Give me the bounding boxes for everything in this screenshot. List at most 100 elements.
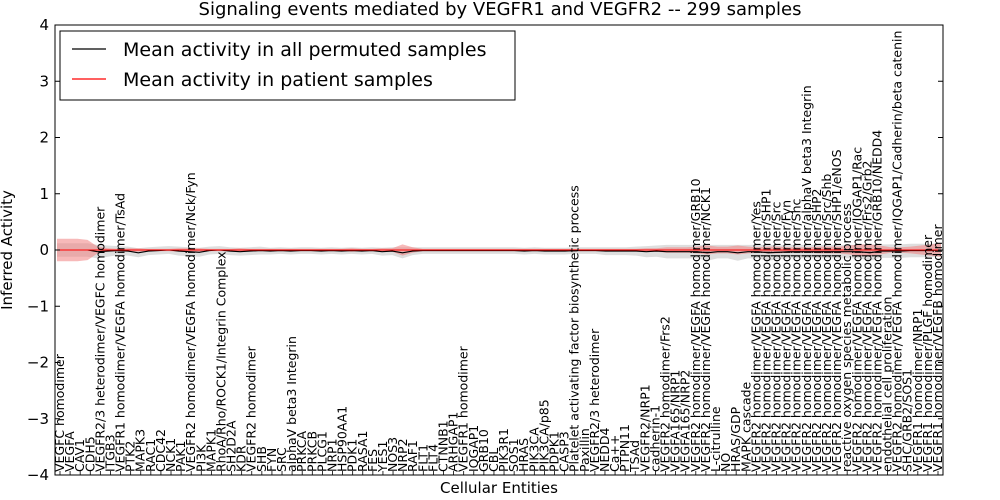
category-label: NCK1 — [163, 438, 178, 472]
category-label: SRC — [274, 447, 289, 472]
category-label: NRP1 — [325, 438, 340, 472]
category-label: ITGB3 — [103, 434, 118, 472]
category-label: PIK3CA — [526, 427, 541, 472]
category-label: SHC/GRB2/SOS1 — [900, 369, 915, 472]
y-tick-label: 3 — [39, 72, 49, 90]
category-label: VEGFR2 homodimer — [244, 345, 259, 472]
category-label: VEGFR1 homodimer/PLGF homodimer — [920, 234, 935, 472]
chart-title: Signaling events mediated by VEGFR1 and … — [199, 0, 802, 20]
category-label: PDPK1 — [547, 431, 562, 472]
category-label: FES — [365, 449, 380, 472]
category-label: VEGFR2 homodimer/VEGFA homodimer/GRB10/N… — [869, 130, 884, 472]
category-label: VEGFR2 homodimer/Frs2 — [658, 316, 673, 472]
category-label: PRKCA — [294, 431, 309, 472]
legend: Mean activity in all permuted samples Me… — [59, 30, 516, 101]
category-label: KDR — [234, 445, 249, 472]
category-label: VEGFR2 homodimer/VEGFA homodimer/alphaV … — [799, 85, 814, 472]
category-label: CTNNB1 — [436, 420, 451, 472]
category-label: L-citrulline — [708, 406, 723, 472]
category-label: PIK3CA/p85 — [536, 399, 551, 472]
category-label: VEGFA — [62, 431, 77, 472]
legend-label-patient: Mean activity in patient samples — [123, 69, 433, 91]
category-label: FYN — [264, 448, 279, 472]
category-label: CAV1 — [72, 439, 87, 472]
category-label: VEGFR2 homodimer/VEGFA homodimer/Nck/Fyn — [183, 172, 198, 472]
category-label: VEGFA165/NRP2 — [678, 370, 693, 472]
category-label: VEGFR2 homodimer/VEGFA homodimer/Frs2/Gr… — [859, 161, 874, 473]
category-label: MAPK cascade — [738, 381, 753, 472]
category-label: VEGFR2 homodimer/VEGFA homodimer/NCK1 — [698, 187, 713, 472]
category-label: VEGFR2 homodimer/VEGFA homodimer/IQGAP1/… — [890, 31, 905, 472]
category-label: CASP3 — [557, 431, 572, 472]
category-label: NRP2 — [395, 438, 410, 472]
y-tick-label: 1 — [39, 185, 49, 203]
category-label: PRKCB — [304, 431, 319, 472]
category-label: HRAS/GDP — [728, 406, 743, 472]
category-label: alphaV beta3 Integrin — [284, 336, 299, 472]
category-label: MAPK1 — [203, 429, 218, 472]
category-label: cadherin-1 — [647, 405, 662, 472]
category-label: ARHGAP1 — [446, 412, 461, 472]
category-label: VEGFC homodimer — [52, 353, 67, 472]
category-label: NOS3 — [385, 437, 400, 472]
category-label: Platelet activating factor biosynthetic … — [567, 185, 582, 472]
category-label: VEGFA165/NRP1 — [668, 370, 683, 472]
category-label: VEGFR1 homodimer/NRP1 — [910, 309, 925, 472]
category-label: FLT1 — [415, 444, 430, 472]
category-label: HSP90AA1 — [335, 406, 350, 472]
category-label: Ca++ — [607, 435, 622, 472]
category-label: PLCG1 — [314, 431, 329, 472]
y-tick-label: 4 — [39, 16, 49, 34]
series-line-permuted — [57, 249, 942, 254]
category-label: VEGFR2 homodimer/VEGFA homodimer/Shc — [789, 198, 804, 472]
y-tick-label: −4 — [27, 466, 49, 484]
category-label: PDK1 — [345, 439, 360, 472]
category-label: RAC1 — [143, 439, 158, 472]
category-label: VEGFR2 homodimer/VEGFA homodimer/SHP1/eN… — [829, 149, 844, 472]
category-label: endothelial cell proliferation — [880, 297, 895, 472]
category-label: CDC42 — [153, 429, 168, 472]
category-label: SHB — [254, 446, 269, 472]
category-label: VEGFR2 homodimer/VEGFA homodimer/IQGAP1/… — [849, 147, 864, 472]
y-axis: −4 −3 −2 −1 0 1 2 3 4 — [27, 16, 943, 484]
category-label: CBL — [486, 448, 501, 472]
category-label: VEGFR2 homodimer/VEGFA homodimer/Fyn — [779, 200, 794, 472]
category-label: HRAS — [516, 438, 531, 472]
category-label: RhoA/Rho/ROCK1/Integrin Complex — [214, 251, 229, 472]
category-label: FLT4 — [425, 444, 440, 472]
category-label: reactive oxygen species metabolic proces… — [839, 203, 854, 472]
category-label: SOS1 — [506, 438, 521, 472]
category-label: VEGFR2 homodimer/VEGFA homodimer/SHP1 — [758, 188, 773, 472]
x-axis-label: Cellular Entities — [440, 479, 558, 497]
category-label: VEGFR2 homodimer/VEGFA homodimer/Src — [769, 202, 784, 472]
category-label: SH2D2A — [224, 420, 239, 472]
category-label: VEGFR1 homodimer/VEGFB homodimer — [930, 224, 945, 472]
category-label: VEGFR2 homodimer/VEGFA homodimer/Yes — [748, 201, 763, 472]
legend-box — [59, 30, 516, 101]
y-tick-label: 2 — [39, 129, 49, 147]
category-label: VEGFR2 homodimer/VEGFA homodimer/GRB10 — [688, 178, 703, 472]
category-label: VEGFR1 homodimer/VEGFA homodimer/TsAd — [113, 193, 128, 472]
category-label: NO — [718, 453, 733, 472]
category-label: YES1 — [375, 441, 390, 473]
category-label: Paxillin — [577, 428, 592, 472]
category-label: IQGAP1 — [466, 425, 481, 472]
y-tick-label: −2 — [27, 354, 49, 372]
category-label: RAF1 — [405, 440, 420, 472]
category-label: PTPN11 — [617, 424, 632, 472]
category-label: VEGFR2/3 heterodimer — [587, 328, 602, 472]
legend-label-permuted: Mean activity in all permuted samples — [123, 39, 486, 61]
category-label: VEGFR1 homodimer — [456, 345, 471, 472]
category-label: VEGFR2 homodimer/VEGFA homodimer/Src/Shb — [819, 174, 834, 472]
y-tick-label: −1 — [27, 297, 49, 315]
y-axis-label: Inferred Activity — [0, 190, 16, 310]
category-label: PI3K — [193, 444, 208, 472]
category-label: NEDD4 — [597, 428, 612, 472]
category-label: PAK1 — [173, 441, 188, 472]
category-label: RASA1 — [355, 431, 370, 472]
category-label: VEGFR2 homodimer/VEGFA homodimer/SHP2 — [809, 188, 824, 472]
category-label: MAPK3 — [133, 429, 148, 472]
y-tick-label: −3 — [27, 410, 49, 428]
category-label: VEGFR2/NRP1 — [637, 384, 652, 472]
